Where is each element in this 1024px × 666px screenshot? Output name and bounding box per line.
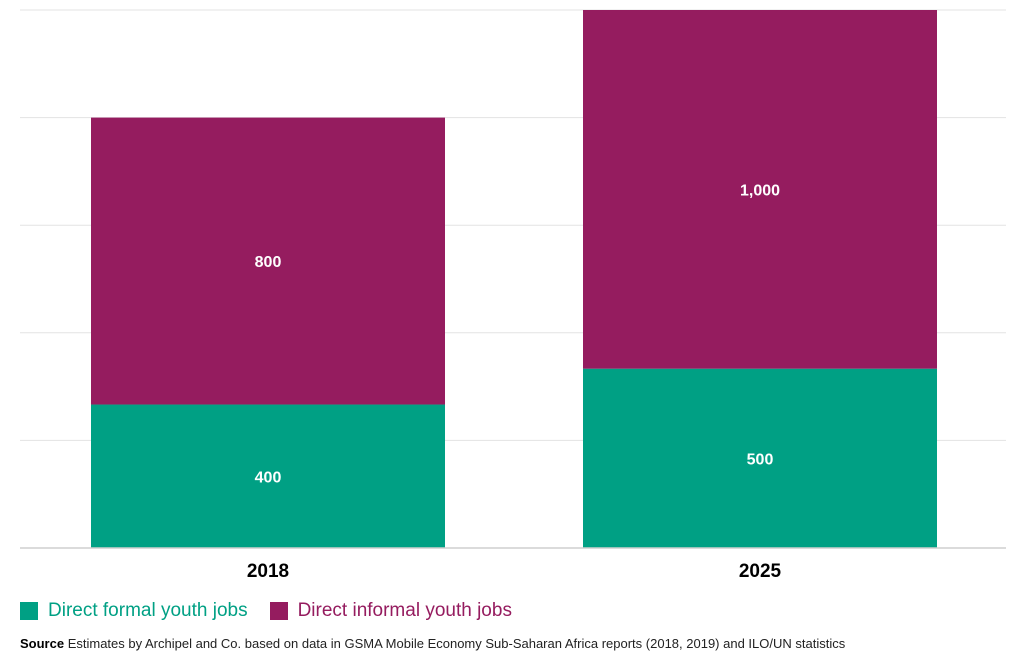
- data-label: 400: [255, 469, 282, 486]
- legend-item-informal: Direct informal youth jobs: [269, 600, 512, 622]
- legend-item-formal: Direct formal youth jobs: [20, 600, 248, 622]
- bar-segment: [583, 368, 937, 548]
- data-label: 800: [255, 254, 282, 271]
- source-text: Estimates by Archipel and Co. based on d…: [67, 636, 846, 651]
- chart: 400 800 2018 500 1,000 2025: [20, 9, 1006, 582]
- data-label: 500: [747, 451, 774, 468]
- data-label: 1,000: [740, 182, 780, 199]
- bar-segment: [91, 117, 445, 405]
- bar-segment: [91, 404, 445, 548]
- x-tick-label: 2018: [247, 561, 289, 582]
- bar-segment: [583, 10, 937, 369]
- source-note: Source Estimates by Archipel and Co. bas…: [20, 636, 845, 651]
- legend-swatch-formal: [20, 602, 38, 620]
- legend-swatch-informal: [269, 602, 288, 620]
- x-tick-label: 2025: [739, 561, 782, 582]
- source-label: Source: [20, 636, 65, 651]
- legend: Direct formal youth jobs Direct informal…: [20, 600, 534, 622]
- legend-label-formal: Direct formal youth jobs: [48, 600, 248, 621]
- legend-label-informal: Direct informal youth jobs: [297, 600, 512, 621]
